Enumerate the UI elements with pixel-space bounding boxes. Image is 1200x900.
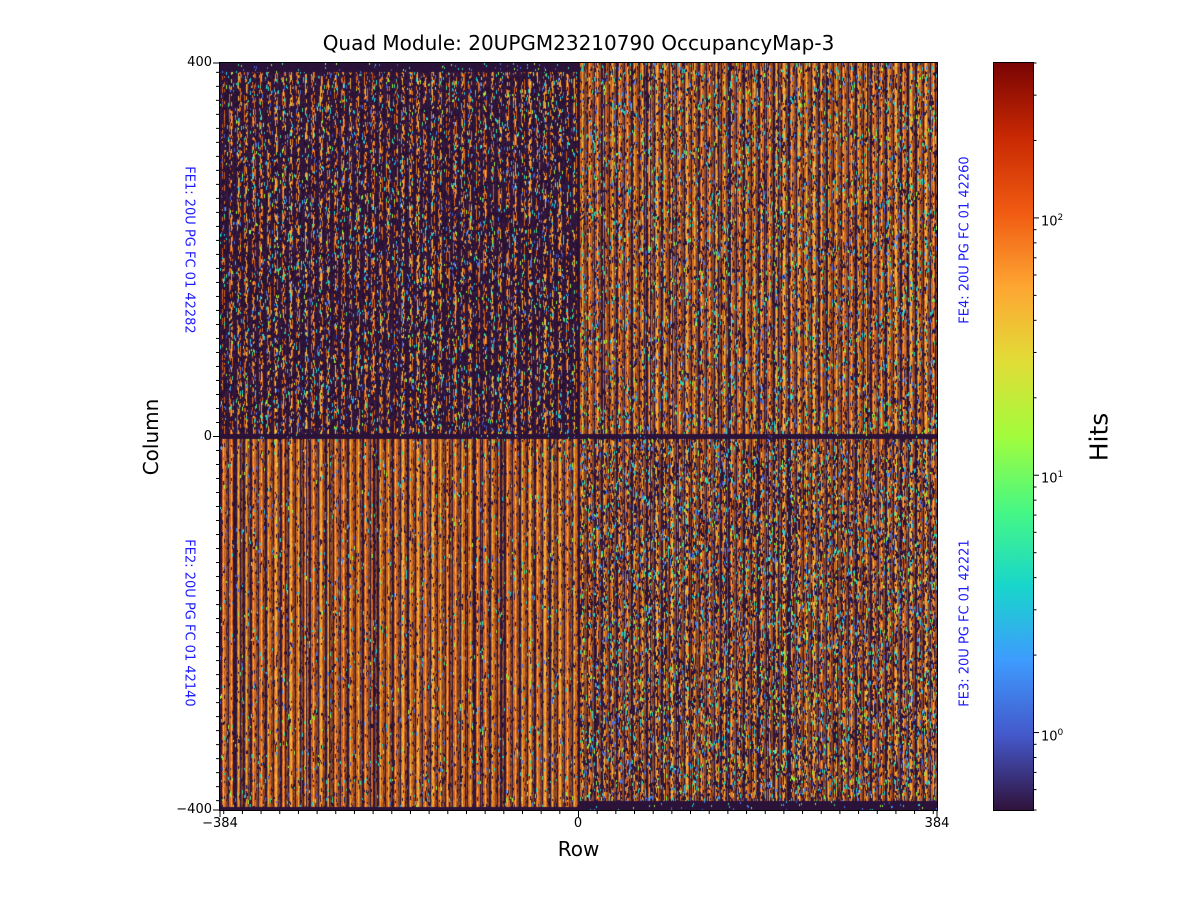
colorbar-tick-10e0: 100 (1041, 727, 1064, 744)
x-tick-neg384: −384 (202, 816, 238, 831)
y-tick-neg400: −400 (176, 802, 212, 817)
x-axis-label: Row (557, 837, 600, 861)
y-tick-400: 400 (187, 55, 212, 70)
colorbar-tick-10e1: 101 (1041, 470, 1064, 487)
x-tick-0: 0 (573, 816, 583, 831)
occupancy-heatmap (220, 63, 937, 810)
colorbar (994, 63, 1033, 810)
x-tick-384: 384 (924, 816, 950, 831)
colorbar-tick-10e2: 102 (1041, 212, 1064, 230)
y-tick-0: 0 (203, 429, 212, 444)
chart-title: Quad Module: 20UPGM23210790 OccupancyMap… (322, 31, 835, 55)
